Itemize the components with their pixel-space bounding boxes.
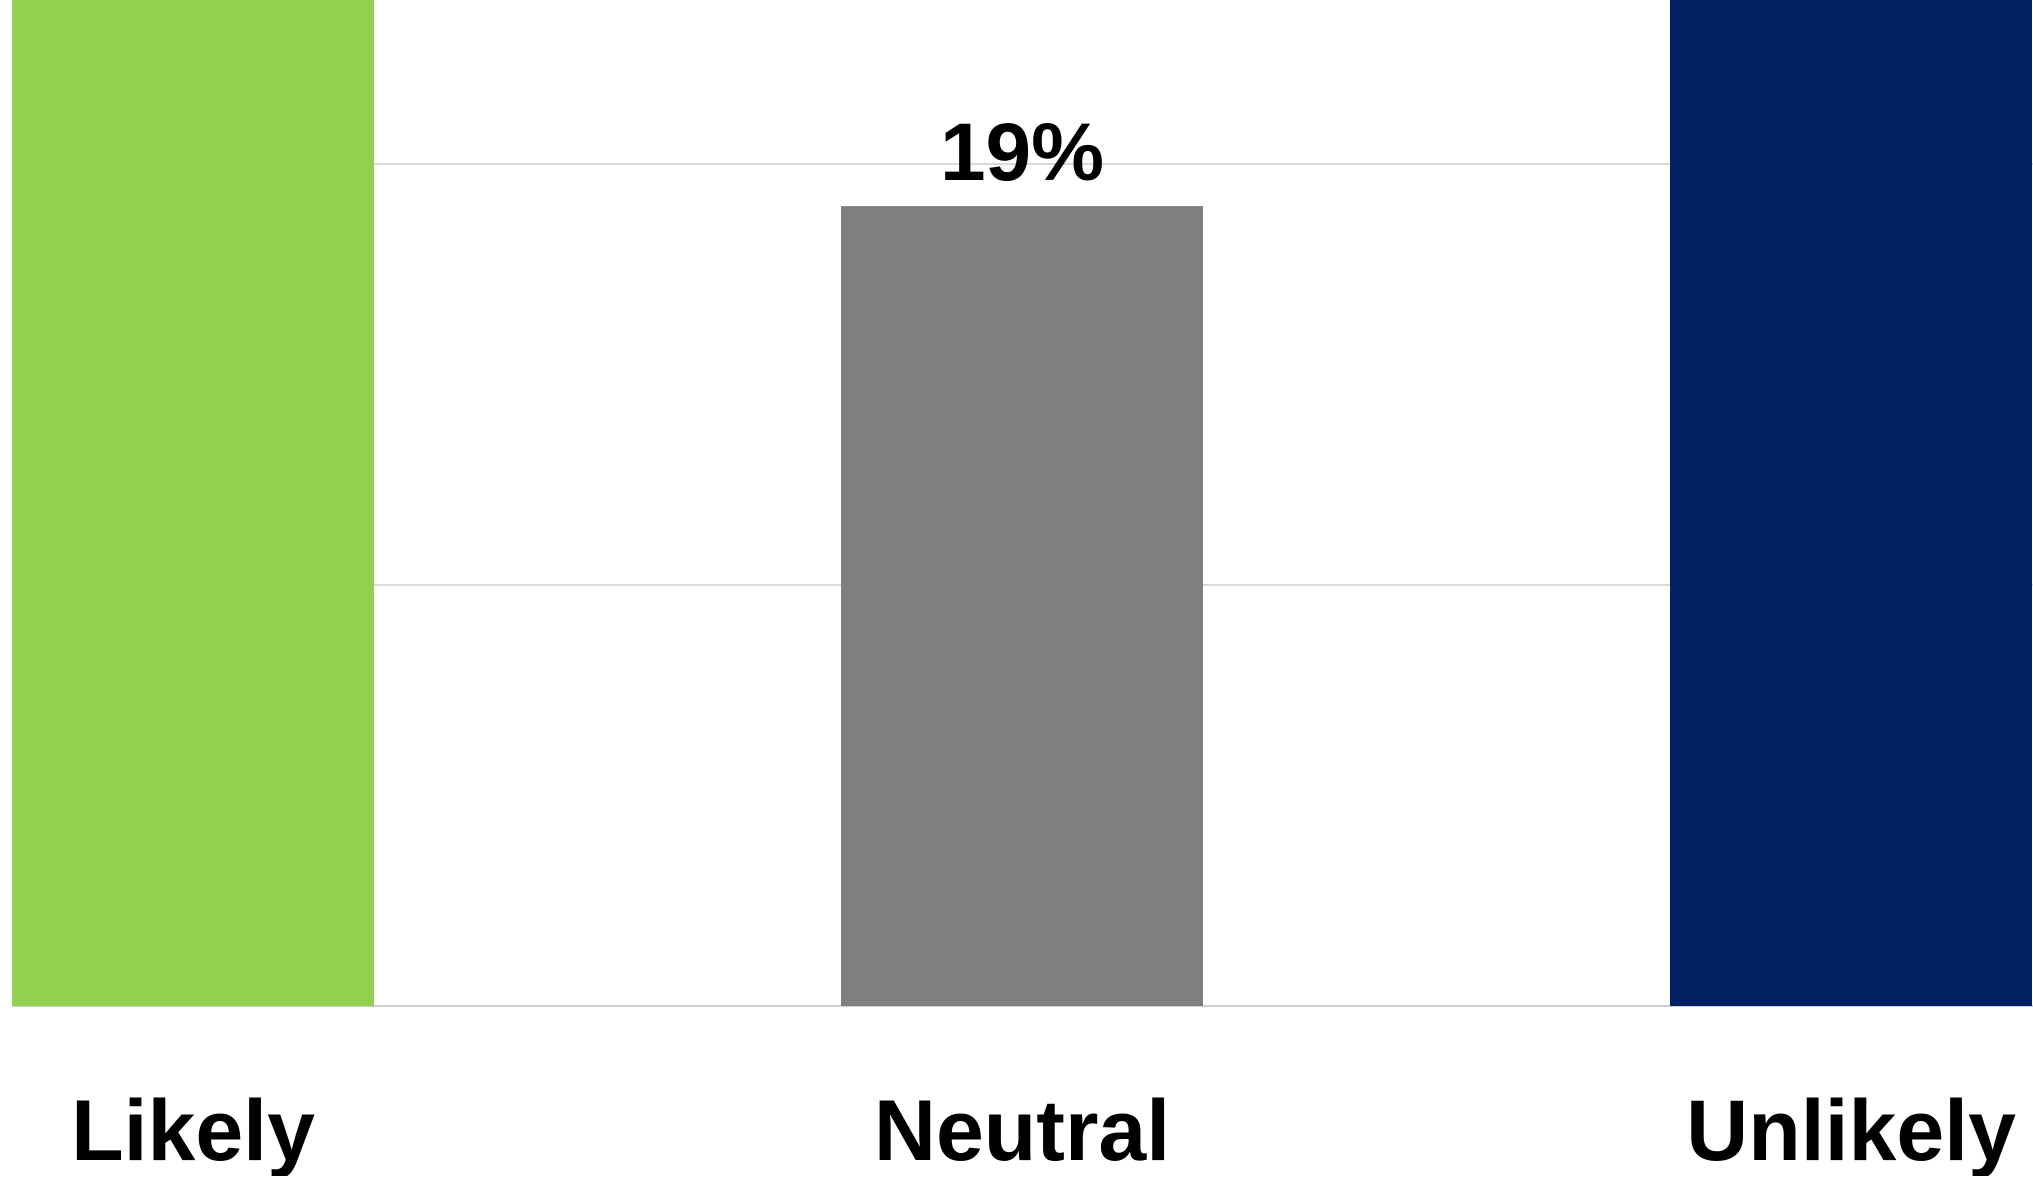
bar-unlikely <box>1670 0 2032 1007</box>
data-label: 19% <box>940 107 1104 198</box>
category-labels: Likely Neutral Unlikely <box>71 1083 2016 1179</box>
data-labels: 43%19%38% <box>940 107 1104 198</box>
bar-neutral <box>841 206 1203 1007</box>
bar-likely <box>12 0 374 1007</box>
category-label: Unlikely <box>1686 1083 2016 1176</box>
category-label: Neutral <box>874 1083 1170 1176</box>
category-label: Likely <box>71 1083 315 1176</box>
bars <box>12 0 2032 1007</box>
